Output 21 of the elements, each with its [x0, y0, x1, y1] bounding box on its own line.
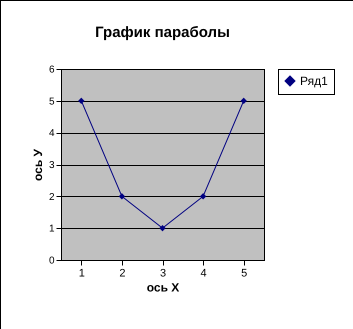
point	[78, 98, 84, 104]
point	[240, 98, 247, 104]
y-tick-label: 3	[48, 160, 55, 171]
y-tick-label: 1	[48, 224, 55, 235]
point	[118, 193, 126, 200]
y-tick-label: 4	[48, 128, 55, 140]
y-tick-label: 5	[48, 96, 55, 108]
x-tick-label: 4	[200, 268, 207, 280]
chart-title: График параболы	[95, 24, 230, 41]
y-tick-label: 6	[48, 64, 55, 76]
y-tick-label: 0	[48, 256, 55, 266]
x-tick-label: 5	[241, 268, 248, 280]
x-axis-title: ось X	[146, 280, 180, 294]
y-axis-title: ось У	[30, 148, 45, 182]
point	[159, 225, 166, 232]
x-tick-label: 1	[78, 268, 85, 280]
legend-label: Ряд1	[300, 74, 328, 88]
point	[200, 193, 206, 200]
y-tick-label: 2	[48, 192, 55, 203]
x-tick-label: 2	[119, 268, 126, 280]
x-tick-label: 3	[160, 268, 166, 280]
